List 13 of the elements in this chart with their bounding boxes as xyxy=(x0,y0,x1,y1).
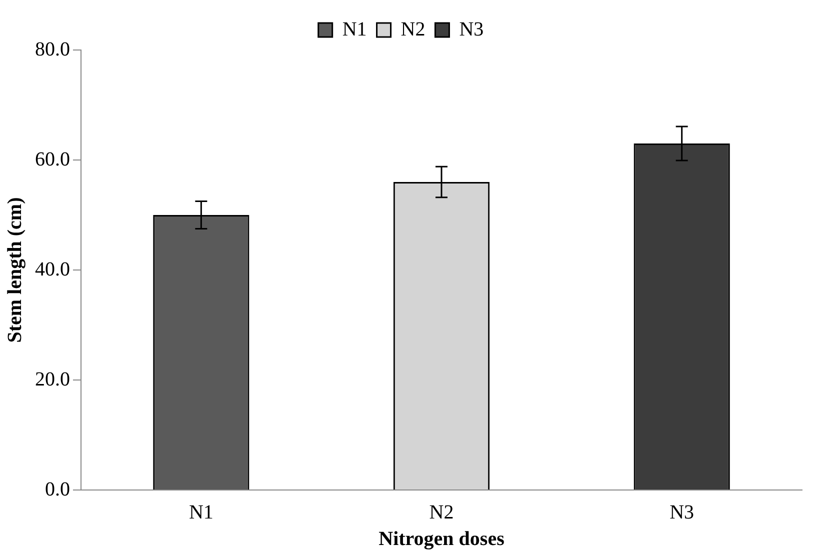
x-axis-title: Nitrogen doses xyxy=(378,528,505,550)
legend-label: N3 xyxy=(459,18,484,40)
y-axis-title: Stem length (cm) xyxy=(4,197,26,343)
y-tick-label: 20.0 xyxy=(35,368,70,390)
x-tick-label: N2 xyxy=(429,501,454,524)
y-tick-label: 80.0 xyxy=(35,38,70,60)
x-tick-label: N3 xyxy=(670,501,694,524)
y-tick-label: 60.0 xyxy=(35,148,70,170)
legend-label: N2 xyxy=(400,18,426,40)
legend-label: N1 xyxy=(342,18,367,40)
x-tick-label: N1 xyxy=(188,501,214,524)
y-tick-label: 0.0 xyxy=(45,478,70,500)
y-tick-label: 40.0 xyxy=(35,258,70,280)
